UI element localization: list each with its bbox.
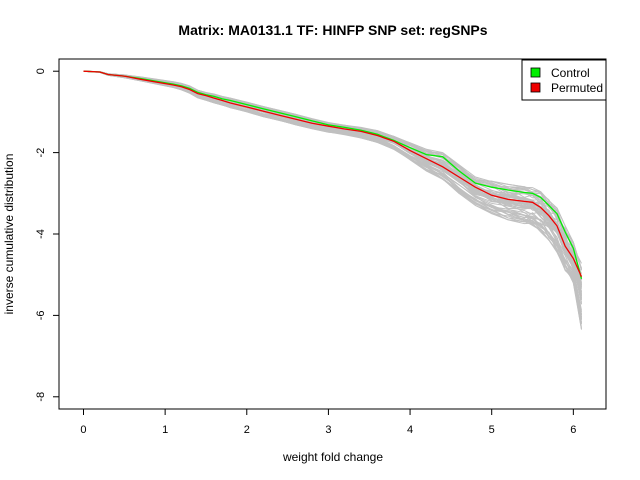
series-line-permuted [83,70,583,277]
permutation-line [83,70,582,315]
y-axis-label: inverse cumulative distribution [2,154,16,315]
permutation-line [83,70,582,325]
legend: Control Permuted [521,59,607,101]
y-axis: 0 -2 -4 -6 -8 [35,68,59,402]
permutation-line [83,70,582,321]
x-tick-label: 2 [244,424,250,436]
legend-swatch-control [530,67,541,78]
chart-title: Matrix: MA0131.1 TF: HINFP SNP set: regS… [178,22,487,38]
permutation-line [83,70,582,286]
x-tick-label: 3 [325,424,331,436]
y-tick-label: 0 [35,68,47,74]
legend-label-permuted: Permuted [551,81,603,95]
y-tick-label: -8 [35,392,47,402]
y-tick-label: -6 [35,311,47,321]
x-tick-label: 5 [489,424,495,436]
series-line-control [83,70,583,279]
y-tick-label: -2 [35,148,47,158]
x-tick-label: 0 [80,424,86,436]
x-axis: 0 1 2 3 4 5 6 [80,409,576,436]
x-tick-label: 6 [570,424,576,436]
x-tick-label: 4 [407,424,413,436]
legend-box [521,59,607,101]
x-tick-label: 1 [162,424,168,436]
legend-swatch-permuted [530,82,541,93]
legend-label-control: Control [551,66,590,80]
x-axis-label: weight fold change [282,450,383,464]
y-tick-label: -4 [35,229,47,239]
series-layer [83,70,583,279]
permutation-line [83,70,582,270]
